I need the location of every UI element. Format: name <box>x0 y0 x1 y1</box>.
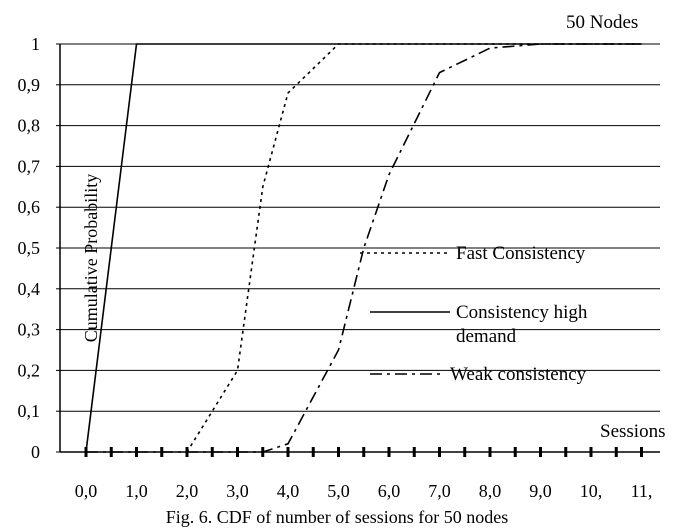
x-tick-label: 6,0 <box>378 481 401 501</box>
x-tick-label: 11, <box>631 481 653 501</box>
chart-title: 50 Nodes <box>566 12 638 33</box>
series-lines <box>85 43 642 453</box>
legend: Fast Consistency Consistency high demand We… <box>360 243 588 385</box>
y-axis-label: Cumulative Probability <box>81 174 101 343</box>
y-tick-label: 0,7 <box>18 156 41 176</box>
y-tick-label: 0,3 <box>18 320 41 340</box>
x-tick-label: 10, <box>580 481 603 501</box>
y-tick-label: 1 <box>31 34 40 54</box>
x-tick-label: 1,0 <box>125 481 148 501</box>
tick-labels: 0 0,1 0,2 0,3 0,4 0,5 0,6 0,7 0,8 0,9 1 0,0 1,0 2,0 3,… <box>18 34 653 501</box>
x-tick-mark <box>640 447 643 457</box>
x-tick-mark <box>539 447 542 457</box>
y-tick-label: 0,1 <box>18 401 41 421</box>
y-tick-label: 0 <box>31 442 40 462</box>
x-axis-label: Sessions <box>600 421 665 442</box>
x-tick-mark <box>513 447 517 457</box>
x-tick-mark <box>337 447 340 457</box>
figure-caption: Fig. 6. CDF of number of sessions for 50… <box>166 507 509 527</box>
x-tick-mark <box>362 447 366 457</box>
grid-lines <box>60 43 660 412</box>
x-tick-label: 3,0 <box>226 481 249 501</box>
x-tick-label: 9,0 <box>529 481 552 501</box>
legend-label: Consistency high demand <box>456 302 588 347</box>
x-tick-label: 2,0 <box>176 481 199 501</box>
x-tick-label: 4,0 <box>277 481 300 501</box>
series-line <box>86 43 642 453</box>
y-tick-label: 0,5 <box>18 238 41 258</box>
y-tick-label: 0,4 <box>18 279 41 299</box>
x-tick-mark <box>488 447 492 457</box>
legend-label: Weak consistency <box>450 364 587 385</box>
x-tick-mark <box>387 447 391 457</box>
x-tick-mark <box>564 447 568 457</box>
y-tick-label: 0,2 <box>18 360 41 380</box>
x-tick-label: 5,0 <box>327 481 350 501</box>
x-tick-mark <box>438 447 441 457</box>
y-tick-label: 0,9 <box>18 75 41 95</box>
x-tick-label: 0,0 <box>75 481 98 501</box>
x-tick-mark <box>589 447 593 457</box>
legend-label: Fast Consistency <box>456 243 586 264</box>
x-tick-label: 8,0 <box>479 481 502 501</box>
y-tick-label: 0,8 <box>18 116 41 136</box>
x-tick-label: 7,0 <box>428 481 451 501</box>
x-tick-mark <box>463 447 467 457</box>
series-line <box>85 43 642 453</box>
x-tick-mark <box>286 447 290 457</box>
x-tick-mark <box>614 447 618 457</box>
x-tick-mark <box>412 447 416 457</box>
x-tick-mark <box>311 447 315 457</box>
y-tick-label: 0,6 <box>18 197 41 217</box>
